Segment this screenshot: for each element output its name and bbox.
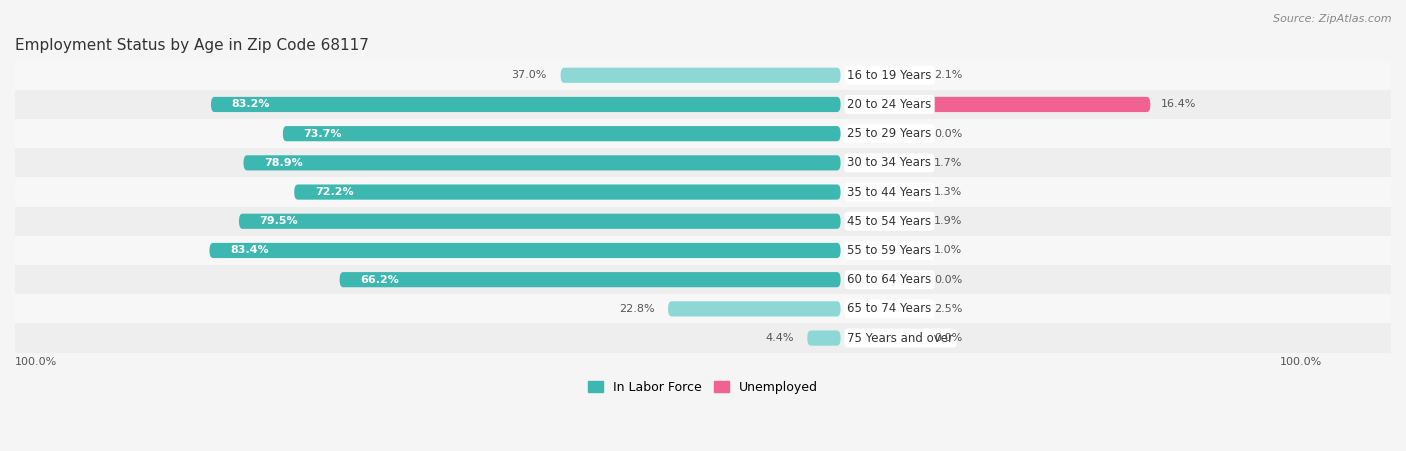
FancyBboxPatch shape <box>668 301 841 317</box>
Text: 16 to 19 Years: 16 to 19 Years <box>848 69 932 82</box>
Text: 16.4%: 16.4% <box>1161 100 1197 110</box>
Text: 55 to 59 Years: 55 to 59 Years <box>848 244 932 257</box>
Text: 0.0%: 0.0% <box>934 129 963 138</box>
Text: 66.2%: 66.2% <box>360 275 399 285</box>
FancyBboxPatch shape <box>875 155 924 170</box>
FancyBboxPatch shape <box>875 214 924 229</box>
Text: 30 to 34 Years: 30 to 34 Years <box>848 156 932 170</box>
FancyBboxPatch shape <box>875 331 924 345</box>
FancyBboxPatch shape <box>15 323 1391 353</box>
FancyBboxPatch shape <box>875 301 924 317</box>
Text: 2.5%: 2.5% <box>934 304 963 314</box>
FancyBboxPatch shape <box>875 68 910 83</box>
Legend: In Labor Force, Unemployed: In Labor Force, Unemployed <box>583 376 823 399</box>
Text: 0.0%: 0.0% <box>934 333 963 343</box>
Text: 20 to 24 Years: 20 to 24 Years <box>848 98 932 111</box>
FancyBboxPatch shape <box>239 214 841 229</box>
Text: 73.7%: 73.7% <box>304 129 342 138</box>
FancyBboxPatch shape <box>211 97 841 112</box>
FancyBboxPatch shape <box>283 126 841 141</box>
Text: 45 to 54 Years: 45 to 54 Years <box>848 215 932 228</box>
FancyBboxPatch shape <box>15 265 1391 294</box>
FancyBboxPatch shape <box>875 301 917 317</box>
FancyBboxPatch shape <box>875 126 924 141</box>
Text: 1.7%: 1.7% <box>934 158 963 168</box>
FancyBboxPatch shape <box>15 294 1391 323</box>
FancyBboxPatch shape <box>15 90 1391 119</box>
Text: 79.5%: 79.5% <box>260 216 298 226</box>
FancyBboxPatch shape <box>875 184 897 200</box>
Text: 72.2%: 72.2% <box>315 187 353 197</box>
Text: 4.4%: 4.4% <box>765 333 793 343</box>
FancyBboxPatch shape <box>209 243 841 258</box>
FancyBboxPatch shape <box>15 148 1391 178</box>
FancyBboxPatch shape <box>875 68 924 83</box>
FancyBboxPatch shape <box>15 61 1391 90</box>
FancyBboxPatch shape <box>340 272 841 287</box>
FancyBboxPatch shape <box>294 184 841 200</box>
Text: 22.8%: 22.8% <box>619 304 654 314</box>
Text: 83.2%: 83.2% <box>232 100 270 110</box>
FancyBboxPatch shape <box>807 331 841 345</box>
Text: 2.1%: 2.1% <box>934 70 963 80</box>
Text: 100.0%: 100.0% <box>15 357 58 367</box>
FancyBboxPatch shape <box>875 243 891 258</box>
Text: Source: ZipAtlas.com: Source: ZipAtlas.com <box>1274 14 1392 23</box>
FancyBboxPatch shape <box>875 97 1150 112</box>
FancyBboxPatch shape <box>875 97 1150 112</box>
Text: 1.9%: 1.9% <box>934 216 963 226</box>
Text: 35 to 44 Years: 35 to 44 Years <box>848 185 932 198</box>
FancyBboxPatch shape <box>875 155 904 170</box>
Text: 60 to 64 Years: 60 to 64 Years <box>848 273 932 286</box>
FancyBboxPatch shape <box>15 178 1391 207</box>
FancyBboxPatch shape <box>243 155 841 170</box>
Text: 0.0%: 0.0% <box>934 275 963 285</box>
FancyBboxPatch shape <box>875 184 924 200</box>
FancyBboxPatch shape <box>875 243 924 258</box>
Text: 75 Years and over: 75 Years and over <box>848 331 953 345</box>
Text: 25 to 29 Years: 25 to 29 Years <box>848 127 932 140</box>
Text: 78.9%: 78.9% <box>264 158 302 168</box>
FancyBboxPatch shape <box>875 272 924 287</box>
Text: Employment Status by Age in Zip Code 68117: Employment Status by Age in Zip Code 681… <box>15 37 368 53</box>
Text: 37.0%: 37.0% <box>512 70 547 80</box>
FancyBboxPatch shape <box>15 236 1391 265</box>
Text: 1.0%: 1.0% <box>934 245 963 255</box>
Text: 100.0%: 100.0% <box>1279 357 1322 367</box>
Text: 1.3%: 1.3% <box>934 187 963 197</box>
FancyBboxPatch shape <box>15 119 1391 148</box>
FancyBboxPatch shape <box>561 68 841 83</box>
FancyBboxPatch shape <box>875 214 907 229</box>
Text: 65 to 74 Years: 65 to 74 Years <box>848 302 932 315</box>
Text: 83.4%: 83.4% <box>231 245 269 255</box>
FancyBboxPatch shape <box>15 207 1391 236</box>
